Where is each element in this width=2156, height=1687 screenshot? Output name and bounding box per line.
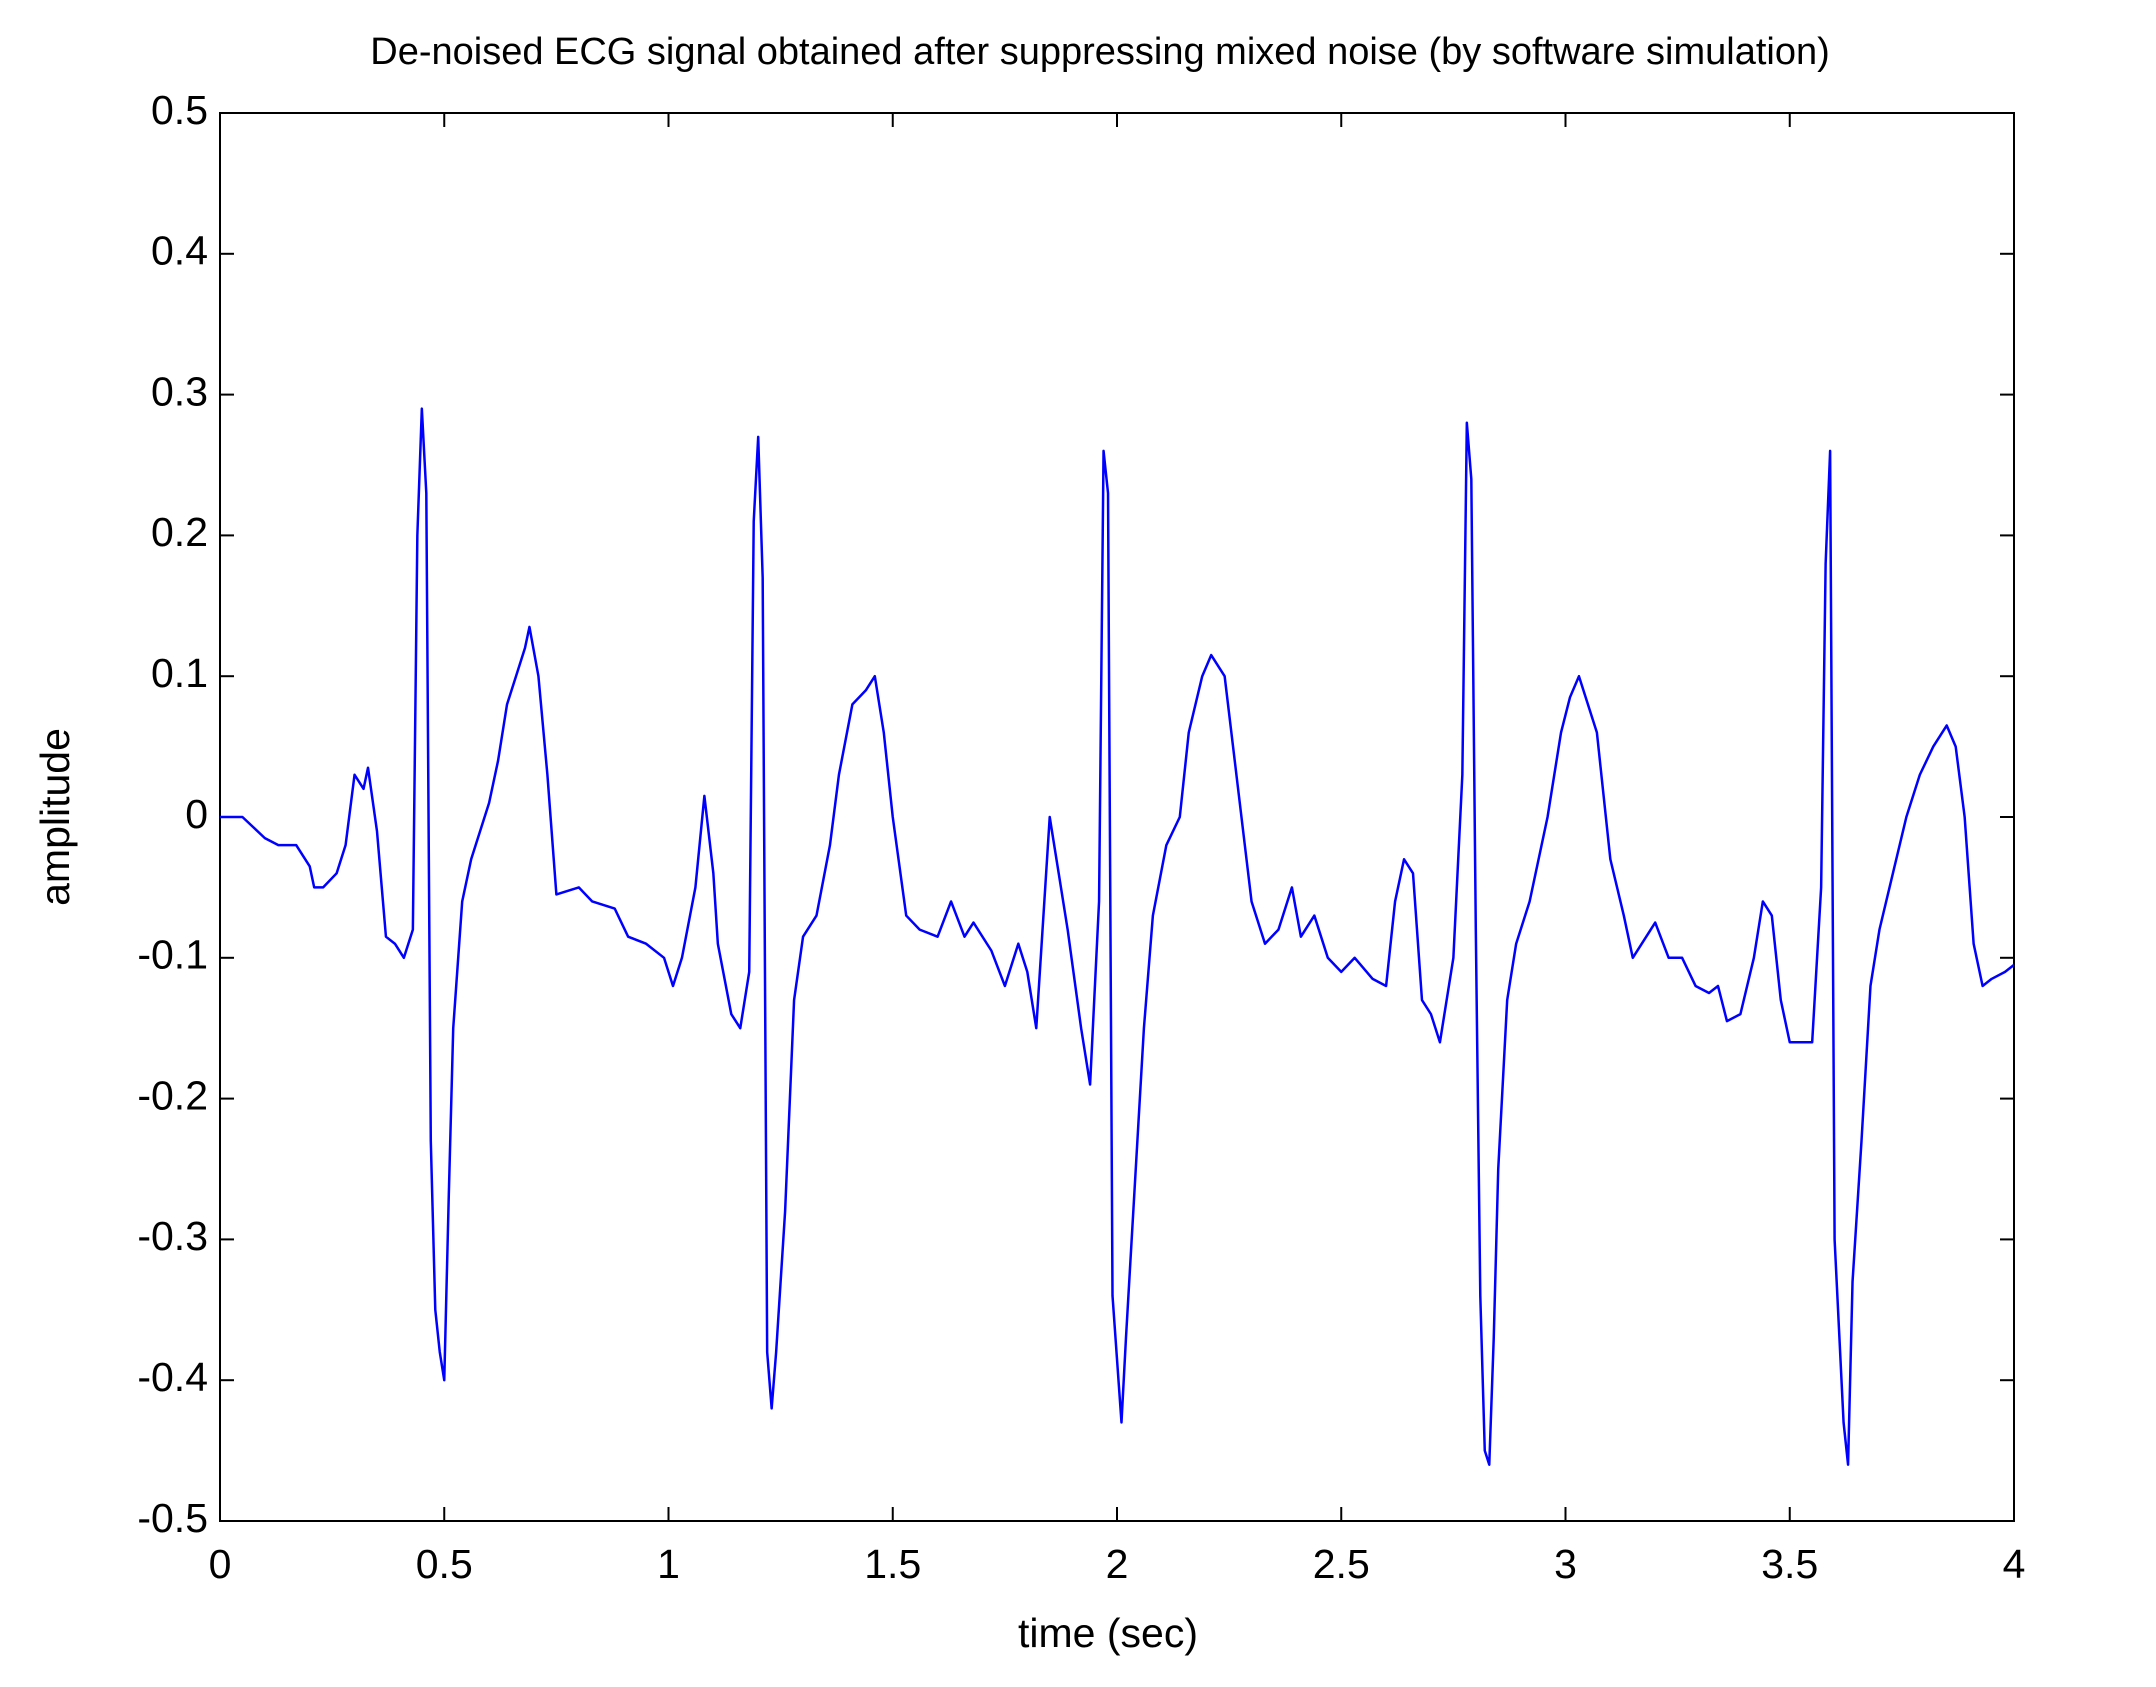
y-tick-label: -0.5: [137, 1495, 208, 1541]
x-tick-label: 1: [657, 1541, 680, 1587]
x-axis-label: time (sec): [1018, 1610, 1198, 1656]
y-tick-label: 0.5: [151, 87, 208, 133]
chart-title: De-noised ECG signal obtained after supp…: [370, 31, 1830, 73]
data-line: [220, 407, 2015, 1466]
x-tick-label: 1.5: [864, 1541, 921, 1587]
y-tick-label: -0.4: [137, 1354, 208, 1400]
y-axis-label: amplitude: [32, 728, 78, 906]
y-tick-label: -0.2: [137, 1072, 208, 1118]
x-tick-label: 2: [1106, 1541, 1129, 1587]
y-tick-label: 0.1: [151, 650, 208, 696]
x-tick-label: 3: [1554, 1541, 1577, 1587]
x-tick-label: 2.5: [1313, 1541, 1370, 1587]
y-tick-label: 0.3: [151, 368, 208, 414]
x-tick-label: 0.5: [416, 1541, 473, 1587]
x-tick-label: 3.5: [1761, 1541, 1818, 1587]
y-tick-label: 0.2: [151, 509, 208, 555]
y-tick-label: -0.1: [137, 932, 208, 978]
y-tick-label: 0: [185, 791, 208, 837]
x-tick-label: 4: [2003, 1541, 2026, 1587]
x-tick-label: 0: [209, 1541, 232, 1587]
y-tick-label: 0.4: [151, 228, 208, 274]
y-tick-label: -0.3: [137, 1213, 208, 1259]
